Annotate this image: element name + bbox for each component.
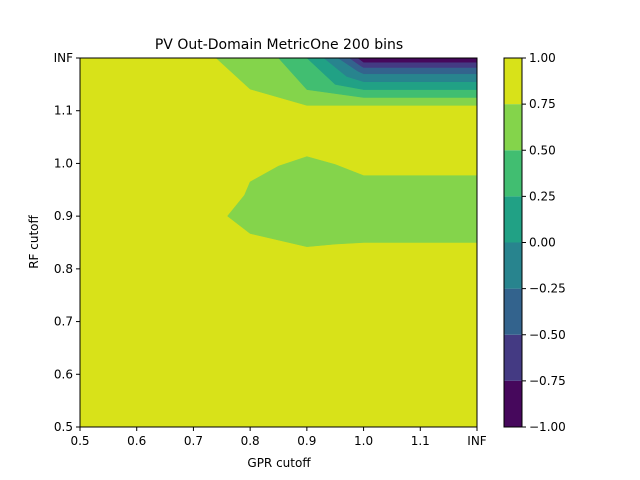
- colorbar-tick-label: −1.00: [529, 420, 566, 434]
- colorbar-segment: [504, 150, 522, 197]
- contour-region-8: [357, 57, 478, 63]
- colorbar-tick-label: −0.25: [529, 282, 566, 296]
- chart-title: PV Out-Domain MetricOne 200 bins: [155, 37, 403, 53]
- colorbar-segment: [504, 334, 522, 381]
- colorbar-segment: [504, 104, 522, 151]
- colorbar-tick-label: 0.50: [529, 143, 556, 157]
- y-axis-ticks: 0.5 0.6 0.7 0.8 0.9 1.0 1.1 INF: [54, 51, 80, 434]
- x-tick-label: 0.6: [127, 434, 146, 448]
- contour-regions: [79, 57, 478, 428]
- colorbar-segment: [504, 288, 522, 335]
- colorbar-tick-label: 1.00: [529, 51, 556, 65]
- colorbar-segment: [504, 196, 522, 243]
- y-tick-label: 1.0: [54, 156, 73, 170]
- y-axis-label: RF cutoff: [27, 214, 41, 268]
- y-tick-label: 0.6: [54, 367, 73, 381]
- x-tick-label: 0.9: [297, 434, 316, 448]
- colorbar-tick-label: 0.00: [529, 236, 556, 250]
- colorbar-segment: [504, 380, 522, 427]
- x-tick-label: 0.5: [70, 434, 89, 448]
- y-tick-label: 1.1: [54, 104, 73, 118]
- x-axis-ticks: 0.5 0.6 0.7 0.8 0.9 1.0 1.1 INF: [70, 427, 487, 448]
- y-tick-label: 0.9: [54, 209, 73, 223]
- colorbar-tick-label: 0.75: [529, 97, 556, 111]
- x-tick-label: 0.7: [184, 434, 203, 448]
- colorbar-segment: [504, 58, 522, 105]
- contour-region-1: [227, 156, 478, 247]
- y-tick-label: INF: [54, 51, 74, 65]
- colorbar-tick-label: 0.25: [529, 189, 556, 203]
- x-axis-label: GPR cutoff: [247, 456, 311, 470]
- x-tick-label: 1.0: [354, 434, 373, 448]
- x-tick-label: 1.1: [411, 434, 430, 448]
- colorbar-tick-label: −0.75: [529, 374, 566, 388]
- colorbar-tick-label: −0.50: [529, 328, 566, 342]
- y-tick-label: 0.8: [54, 262, 73, 276]
- colorbar: −1.00 −0.75 −0.50 −0.25 0.00 0.25 0.50 0.75 1.00: [503, 51, 566, 434]
- y-tick-label: 0.5: [54, 420, 73, 434]
- x-tick-label: INF: [467, 434, 487, 448]
- x-tick-label: 0.8: [241, 434, 260, 448]
- plot-area-frame: [79, 57, 478, 428]
- colorbar-segment: [504, 242, 522, 289]
- y-tick-label: 0.7: [54, 315, 73, 329]
